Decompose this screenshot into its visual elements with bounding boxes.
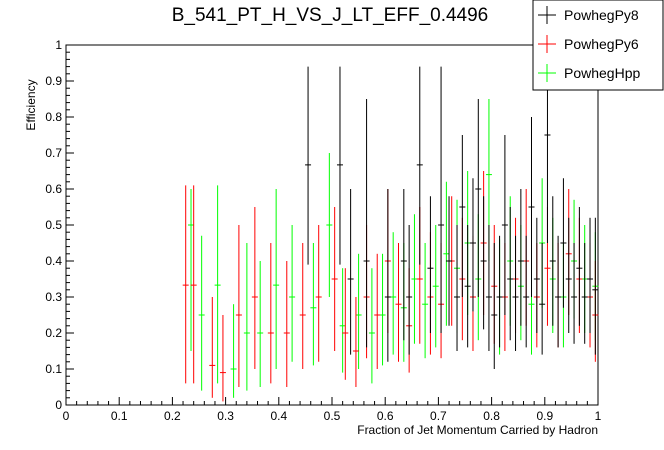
series-powhegpy8 bbox=[305, 66, 599, 369]
x-tick-label: 0.3 bbox=[217, 409, 234, 423]
legend: PowhegPy8 PowhegPy6 PowhegHpp bbox=[532, 0, 664, 91]
y-tick-label: 0.8 bbox=[45, 110, 62, 124]
legend-entry: PowhegHpp bbox=[564, 65, 640, 81]
y-tick-label: 0.1 bbox=[45, 362, 62, 376]
x-tick-label: 0.2 bbox=[164, 409, 181, 423]
x-axis-label: Fraction of Jet Momentum Carried by Hadr… bbox=[357, 423, 598, 437]
x-tick-label: 0 bbox=[63, 409, 70, 423]
y-tick-label: 0.5 bbox=[45, 218, 62, 232]
y-tick-label: 0 bbox=[55, 398, 62, 412]
x-tick-label: 0.7 bbox=[430, 409, 447, 423]
legend-entry: PowhegPy6 bbox=[564, 36, 639, 52]
axes: 0 0.1 0.2 0.3 0.4 0.5 0.6 0.7 0.8 0.9 1 0 0.1 0.2 0.3 0… bbox=[45, 38, 601, 423]
x-tick-label: 0.1 bbox=[111, 409, 128, 423]
y-tick-label: 1 bbox=[55, 38, 62, 52]
y-tick-label: 0.4 bbox=[45, 254, 62, 268]
y-tick-label: 0.2 bbox=[45, 326, 62, 340]
x-tick-label: 1 bbox=[595, 409, 602, 423]
chart-title: B_541_PT_H_VS_J_LT_EFF_0.4496 bbox=[172, 5, 489, 26]
y-tick-label: 0.3 bbox=[45, 290, 62, 304]
x-tick-label: 0.6 bbox=[377, 409, 394, 423]
x-tick-label: 0.8 bbox=[483, 409, 500, 423]
y-tick-label: 0.7 bbox=[45, 146, 62, 160]
legend-entry: PowhegPy8 bbox=[564, 7, 639, 23]
x-tick-label: 0.4 bbox=[270, 409, 287, 423]
y-tick-label: 0.6 bbox=[45, 182, 62, 196]
error-bars bbox=[182, 66, 599, 402]
x-tick-label: 0.9 bbox=[536, 409, 553, 423]
y-tick-label: 0.9 bbox=[45, 74, 62, 88]
y-axis-label: Efficiency bbox=[24, 79, 38, 130]
x-tick-label: 0.5 bbox=[324, 409, 341, 423]
